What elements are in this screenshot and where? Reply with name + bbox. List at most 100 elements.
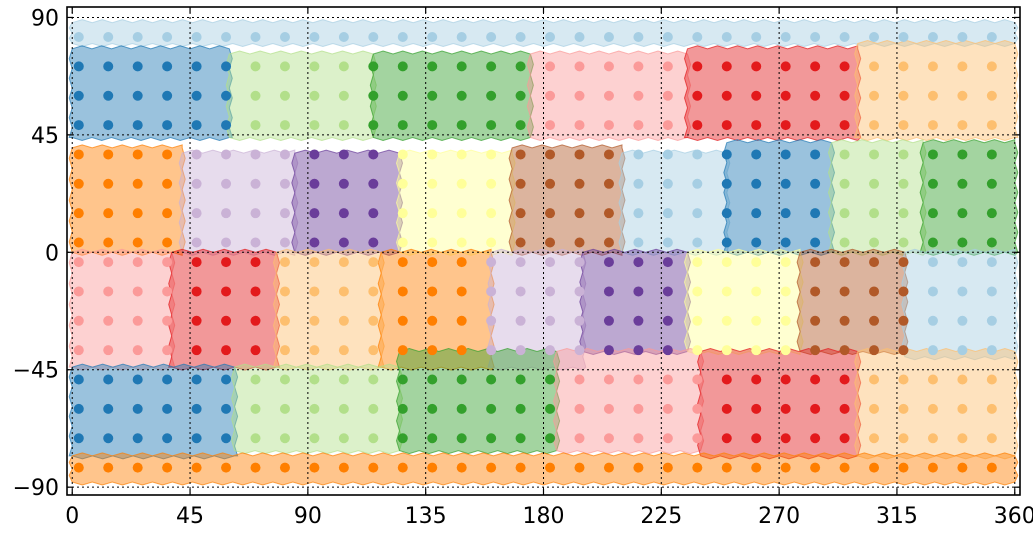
data-point	[545, 462, 556, 473]
data-point	[221, 374, 232, 385]
data-point	[427, 90, 438, 101]
data-point	[103, 178, 114, 189]
data-point	[898, 374, 909, 385]
data-point	[898, 208, 909, 219]
data-point	[368, 32, 379, 43]
data-point	[132, 403, 143, 414]
data-point	[368, 286, 379, 297]
data-point	[368, 149, 379, 160]
data-point	[73, 374, 84, 385]
data-point	[721, 120, 732, 131]
data-point	[721, 237, 732, 248]
data-point	[103, 433, 114, 444]
data-point	[898, 120, 909, 131]
data-point	[603, 433, 614, 444]
data-point	[957, 61, 968, 72]
data-point	[515, 90, 526, 101]
data-point	[662, 178, 673, 189]
region-20	[487, 248, 587, 371]
data-point	[456, 257, 467, 268]
data-point	[486, 237, 497, 248]
data-point	[633, 345, 644, 356]
data-point	[456, 32, 467, 43]
x-tick-label: 45	[176, 504, 204, 529]
data-point	[662, 374, 673, 385]
data-point	[309, 32, 320, 43]
data-point	[368, 237, 379, 248]
data-point	[486, 90, 497, 101]
data-point	[103, 403, 114, 414]
data-point	[397, 286, 408, 297]
data-point	[662, 90, 673, 101]
data-point	[898, 237, 909, 248]
data-point	[132, 178, 143, 189]
data-point	[662, 208, 673, 219]
data-point	[986, 403, 997, 414]
data-point	[279, 345, 290, 356]
data-point	[869, 345, 880, 356]
data-point	[839, 403, 850, 414]
data-point	[368, 120, 379, 131]
data-point	[869, 208, 880, 219]
data-point	[73, 462, 84, 473]
data-point	[869, 315, 880, 326]
data-point	[250, 315, 261, 326]
data-point	[751, 462, 762, 473]
data-point	[751, 120, 762, 131]
data-point	[427, 237, 438, 248]
data-point	[810, 90, 821, 101]
data-point	[957, 149, 968, 160]
data-point	[810, 403, 821, 414]
data-point	[751, 208, 762, 219]
data-point	[132, 315, 143, 326]
data-point	[633, 257, 644, 268]
data-point	[986, 237, 997, 248]
data-point	[515, 149, 526, 160]
region-25	[68, 363, 239, 460]
data-point	[162, 32, 173, 43]
data-point	[869, 237, 880, 248]
data-point	[73, 257, 84, 268]
data-point	[603, 178, 614, 189]
data-point	[927, 315, 938, 326]
data-point	[810, 433, 821, 444]
data-point	[279, 374, 290, 385]
data-point	[162, 61, 173, 72]
data-point	[427, 345, 438, 356]
data-point	[957, 315, 968, 326]
data-point	[692, 178, 703, 189]
data-point	[397, 178, 408, 189]
data-point	[780, 61, 791, 72]
data-point	[515, 374, 526, 385]
data-point	[927, 32, 938, 43]
data-point	[574, 32, 585, 43]
data-point	[456, 208, 467, 219]
data-point	[338, 257, 349, 268]
data-point	[456, 149, 467, 160]
data-point	[132, 61, 143, 72]
data-point	[898, 345, 909, 356]
region-1	[68, 45, 233, 142]
data-point	[456, 433, 467, 444]
data-point	[751, 257, 762, 268]
data-point	[721, 403, 732, 414]
data-point	[839, 90, 850, 101]
data-point	[633, 462, 644, 473]
data-point	[574, 149, 585, 160]
data-point	[427, 374, 438, 385]
data-point	[898, 149, 909, 160]
data-point	[250, 61, 261, 72]
data-point	[338, 462, 349, 473]
data-point	[927, 462, 938, 473]
data-point	[927, 433, 938, 444]
data-point	[603, 403, 614, 414]
data-point	[456, 178, 467, 189]
data-point	[986, 32, 997, 43]
data-point	[927, 345, 938, 356]
data-point	[221, 462, 232, 473]
data-point	[721, 462, 732, 473]
data-point	[309, 433, 320, 444]
data-point	[456, 237, 467, 248]
x-tick-label: 315	[876, 504, 918, 529]
data-point	[250, 257, 261, 268]
